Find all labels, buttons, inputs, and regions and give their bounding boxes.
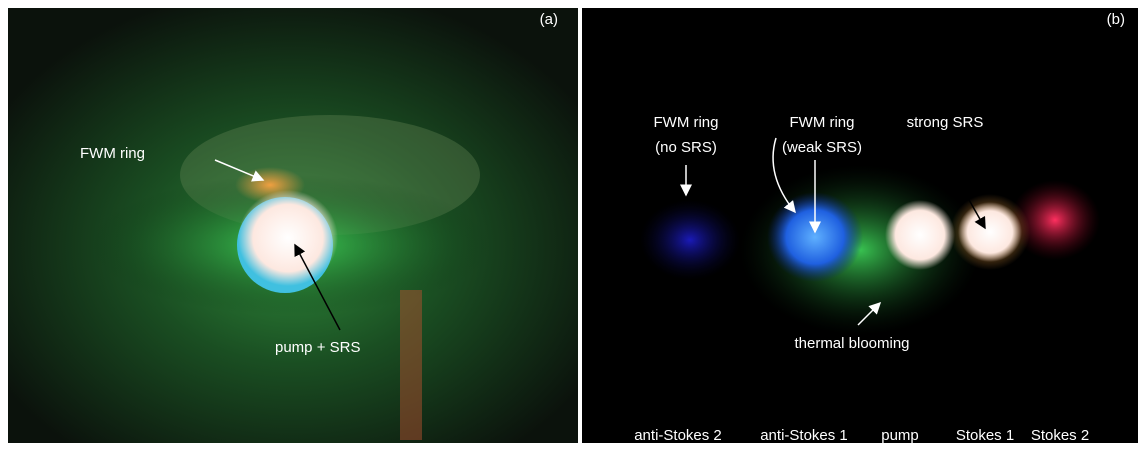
annotation: FWM ring xyxy=(654,114,719,131)
annotation: (weak SRS) xyxy=(782,139,862,156)
panel-label: (a) xyxy=(540,11,558,28)
annotation: FWM ring xyxy=(80,145,145,162)
annotation: FWM ring xyxy=(790,114,855,131)
bottom-label: anti-Stokes 1 xyxy=(760,427,848,444)
spot xyxy=(238,190,338,286)
bottom-label: anti-Stokes 2 xyxy=(634,427,722,444)
streak xyxy=(400,290,422,440)
annotation: (no SRS) xyxy=(655,139,717,156)
bottom-label: Stokes 1 xyxy=(956,427,1014,444)
annotation: pump + SRS xyxy=(275,339,360,356)
spot xyxy=(640,200,740,280)
bottom-label: pump xyxy=(881,427,919,444)
figure: (a) FWM ring pump + SRS (b) FWM ring (no… xyxy=(0,0,1145,450)
panel-a: (a) FWM ring pump + SRS xyxy=(8,8,578,443)
annotation: strong SRS xyxy=(907,114,984,131)
spot xyxy=(885,200,955,270)
annotation: thermal blooming xyxy=(794,335,909,352)
bottom-label: Stokes 2 xyxy=(1031,427,1089,444)
panel-label: (b) xyxy=(1107,11,1125,28)
spot xyxy=(958,202,1022,262)
panel-b: (b) FWM ring (no SRS) FWM ring (weak SRS… xyxy=(582,8,1138,444)
